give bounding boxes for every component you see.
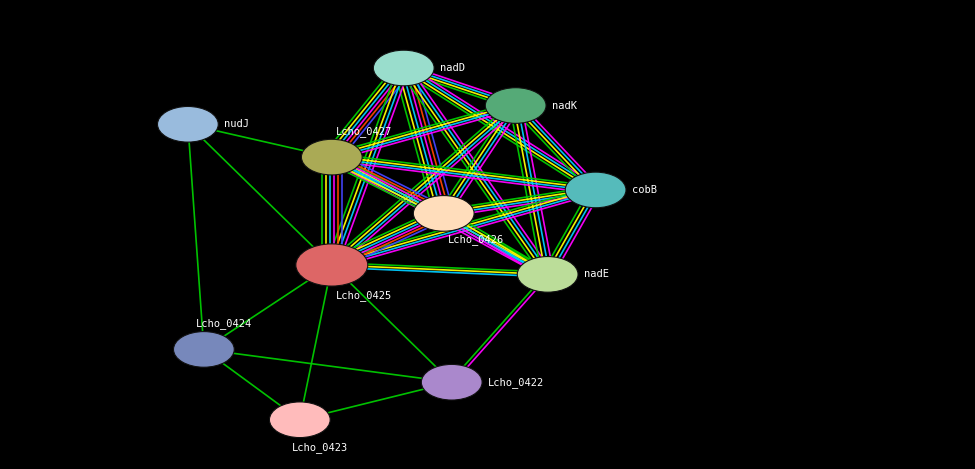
Circle shape xyxy=(301,139,362,175)
Text: cobB: cobB xyxy=(632,185,656,195)
Circle shape xyxy=(174,332,234,367)
Circle shape xyxy=(269,402,331,438)
Circle shape xyxy=(486,88,546,123)
Text: nadE: nadE xyxy=(584,269,608,280)
Text: Lcho_0422: Lcho_0422 xyxy=(488,377,544,388)
Circle shape xyxy=(373,50,434,86)
Circle shape xyxy=(295,244,368,286)
Text: nadK: nadK xyxy=(552,100,576,111)
Circle shape xyxy=(158,106,218,142)
Circle shape xyxy=(518,257,578,292)
Text: Lcho_0423: Lcho_0423 xyxy=(292,442,348,454)
Circle shape xyxy=(566,172,626,208)
Text: nudJ: nudJ xyxy=(224,119,249,129)
Text: Lcho_0427: Lcho_0427 xyxy=(335,126,392,137)
Text: Lcho_0424: Lcho_0424 xyxy=(196,318,253,329)
Text: nadD: nadD xyxy=(440,63,465,73)
Text: Lcho_0425: Lcho_0425 xyxy=(335,290,392,301)
Text: Lcho_0426: Lcho_0426 xyxy=(448,234,504,245)
Circle shape xyxy=(421,364,482,400)
Circle shape xyxy=(413,196,474,231)
